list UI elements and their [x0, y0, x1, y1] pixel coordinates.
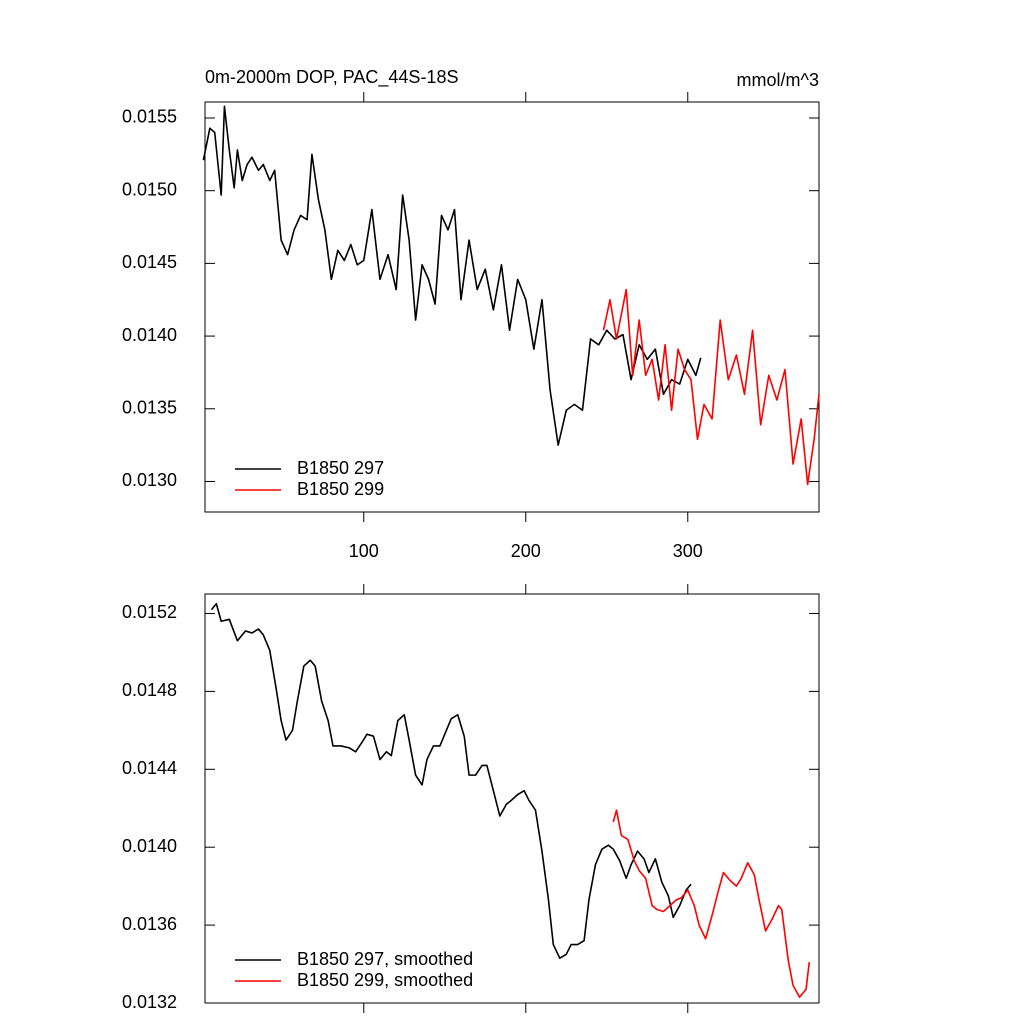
- y-tick-label: 0.0155: [122, 107, 177, 127]
- x-tick-label: 200: [511, 541, 541, 561]
- chart-title: 0m-2000m DOP, PAC_44S-18S: [205, 67, 458, 88]
- legend-label: B1850 299, smoothed: [297, 970, 473, 990]
- y-tick-label: 0.0140: [122, 836, 177, 856]
- y-tick-label: 0.0152: [122, 602, 177, 622]
- y-tick-label: 0.0135: [122, 398, 177, 418]
- units-label: mmol/m^3: [737, 70, 819, 90]
- x-tick-label: 300: [673, 541, 703, 561]
- x-tick-label: 100: [349, 541, 379, 561]
- series-line: [612, 809, 811, 998]
- y-tick-label: 0.0136: [122, 914, 177, 934]
- plot-frame: [204, 593, 820, 1004]
- legend-label: B1850 297, smoothed: [297, 949, 473, 969]
- series-line: [602, 288, 820, 486]
- y-tick-label: 0.0140: [122, 325, 177, 345]
- series-line: [210, 602, 692, 959]
- series-line: [202, 105, 702, 446]
- y-tick-label: 0.0132: [122, 992, 177, 1012]
- y-tick-label: 0.0148: [122, 680, 177, 700]
- plot-frame: [204, 101, 820, 513]
- legend-label: B1850 297: [297, 458, 384, 478]
- y-tick-label: 0.0130: [122, 470, 177, 490]
- legend-label: B1850 299: [297, 479, 384, 499]
- y-tick-label: 0.0145: [122, 252, 177, 272]
- y-tick-label: 0.0150: [122, 179, 177, 199]
- y-tick-label: 0.0144: [122, 758, 177, 778]
